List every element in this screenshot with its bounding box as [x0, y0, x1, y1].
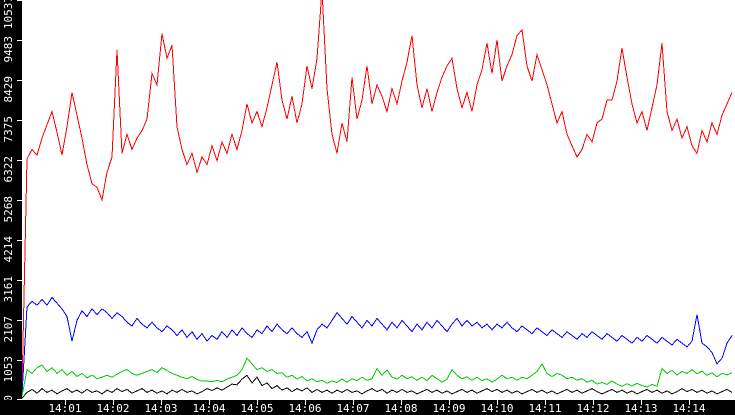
y-tick-label: 9483	[2, 36, 15, 63]
x-tick-label: 14:04	[192, 402, 226, 415]
y-tick-label: 10537	[2, 0, 15, 30]
series-blue	[22, 296, 733, 395]
y-axis-tick	[17, 80, 22, 81]
x-tick-label: 14:02	[96, 402, 130, 415]
x-axis-tick	[65, 400, 66, 405]
x-tick-label: 14:14	[672, 402, 706, 415]
y-tick-label: 1053	[2, 356, 15, 383]
x-tick-label: 14:03	[144, 402, 178, 415]
x-axis-tick	[161, 400, 162, 405]
series-green	[22, 357, 733, 397]
x-tick-label: 14:10	[480, 402, 514, 415]
x-tick-label: 14:12	[576, 402, 610, 415]
series-red	[22, 0, 733, 389]
y-axis-tick	[17, 160, 22, 161]
y-tick-label: 3161	[2, 276, 15, 303]
x-axis-tick	[401, 400, 402, 405]
y-tick-label: 7375	[2, 116, 15, 143]
x-tick-label: 14:05	[240, 402, 274, 415]
x-axis-tick	[689, 400, 690, 405]
y-axis-tick	[17, 0, 22, 1]
y-tick-label: 5268	[2, 196, 15, 223]
x-axis-tick	[353, 400, 354, 405]
y-axis-tick	[17, 399, 22, 400]
plot-area	[22, 0, 733, 399]
x-axis-tick	[305, 400, 306, 405]
x-axis-tick	[593, 400, 594, 405]
x-axis-tick	[257, 400, 258, 405]
series-black	[22, 374, 733, 399]
x-tick-label: 14:01	[48, 402, 82, 415]
y-axis: 0 1053 2107 3161 4214 5268 6322 7375 8429 9483 105…	[0, 0, 22, 402]
y-tick-label: 8429	[2, 76, 15, 103]
x-axis: 14:01 14:02 14:03 14:04 14:05 14:06 14:07 14:08…	[0, 400, 735, 415]
y-axis-tick	[17, 40, 22, 41]
x-axis-tick	[641, 400, 642, 405]
x-axis-tick	[449, 400, 450, 405]
y-tick-label: 4214	[2, 236, 15, 263]
y-axis-tick	[17, 200, 22, 201]
x-axis-tick	[545, 400, 546, 405]
x-tick-label: 14:07	[336, 402, 370, 415]
y-tick-label: 6322	[2, 156, 15, 183]
x-tick-label: 14:11	[528, 402, 562, 415]
y-tick-label: 2107	[2, 316, 15, 343]
y-axis-tick	[17, 240, 22, 241]
y-axis-tick	[17, 360, 22, 361]
x-tick-label: 14:06	[288, 402, 322, 415]
x-axis-tick	[209, 400, 210, 405]
y-axis-tick	[17, 120, 22, 121]
y-axis-tick	[17, 280, 22, 281]
x-tick-label: 14:08	[384, 402, 418, 415]
x-axis-tick	[113, 400, 114, 405]
x-tick-label: 14:13	[624, 402, 658, 415]
x-tick-label: 14:09	[432, 402, 466, 415]
x-axis-tick	[497, 400, 498, 405]
y-axis-tick	[17, 320, 22, 321]
